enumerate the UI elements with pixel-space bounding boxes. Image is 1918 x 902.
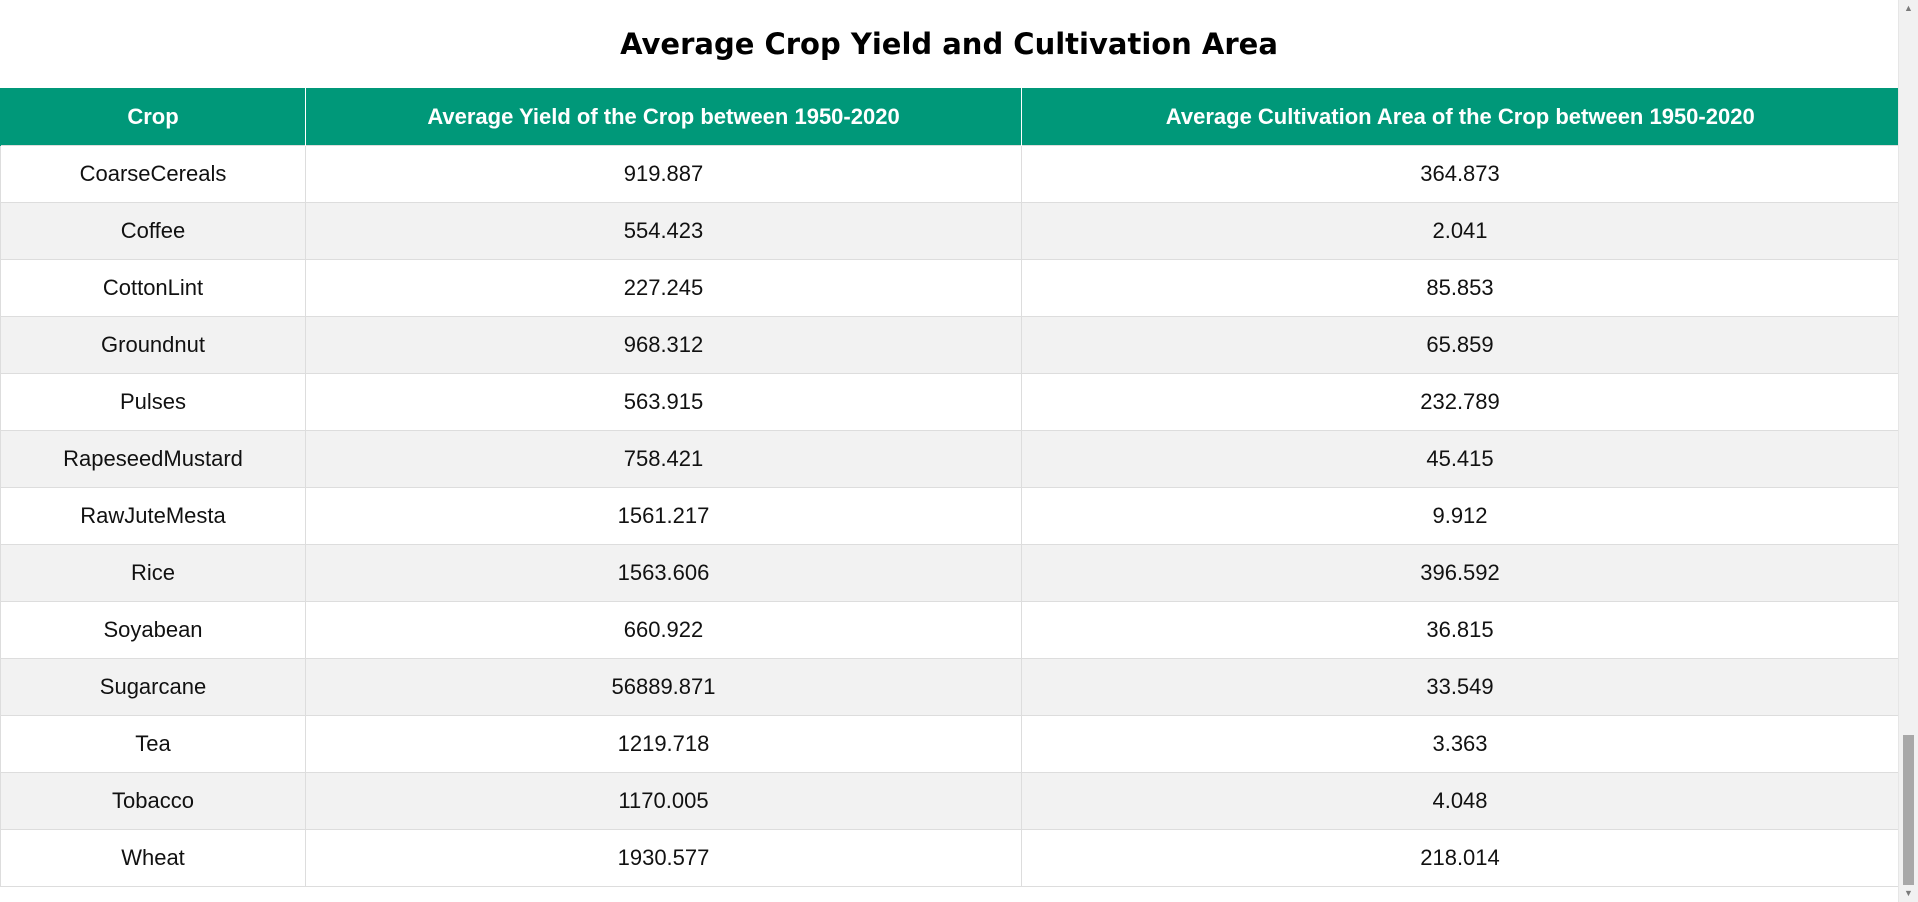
cell-yield: 563.915 xyxy=(305,373,1022,431)
table-header-row: Crop Average Yield of the Crop between 1… xyxy=(0,88,1899,146)
cell-crop: Rice xyxy=(0,544,306,602)
cell-area: 232.789 xyxy=(1021,373,1899,431)
cell-area: 9.912 xyxy=(1021,487,1899,545)
cell-yield: 56889.871 xyxy=(305,658,1022,716)
cell-area: 2.041 xyxy=(1021,202,1899,260)
table-row: Sugarcane 56889.871 33.549 xyxy=(0,658,1899,716)
table-row: Wheat 1930.577 218.014 xyxy=(0,829,1899,887)
vertical-scrollbar[interactable]: ▲ ▼ xyxy=(1898,0,1918,902)
column-header-average-yield: Average Yield of the Crop between 1950-2… xyxy=(305,88,1022,146)
table-row: Soyabean 660.922 36.815 xyxy=(0,601,1899,659)
cell-crop: CoarseCereals xyxy=(0,145,306,203)
table-row: RapeseedMustard 758.421 45.415 xyxy=(0,430,1899,488)
cell-crop: CottonLint xyxy=(0,259,306,317)
cell-area: 218.014 xyxy=(1021,829,1899,887)
column-header-average-area: Average Cultivation Area of the Crop bet… xyxy=(1021,88,1899,146)
table-row: CoarseCereals 919.887 364.873 xyxy=(0,145,1899,203)
table-row: Tea 1219.718 3.363 xyxy=(0,715,1899,773)
cell-area: 396.592 xyxy=(1021,544,1899,602)
scroll-up-arrow-icon[interactable]: ▲ xyxy=(1904,3,1913,13)
cell-yield: 758.421 xyxy=(305,430,1022,488)
cell-yield: 919.887 xyxy=(305,145,1022,203)
cell-crop: Tobacco xyxy=(0,772,306,830)
cell-crop: Groundnut xyxy=(0,316,306,374)
table-row: Tobacco 1170.005 4.048 xyxy=(0,772,1899,830)
cell-area: 364.873 xyxy=(1021,145,1899,203)
column-header-crop: Crop xyxy=(0,88,306,146)
scrollbar-thumb[interactable] xyxy=(1903,735,1914,885)
cell-crop: Wheat xyxy=(0,829,306,887)
cell-crop: RawJuteMesta xyxy=(0,487,306,545)
cell-crop: Coffee xyxy=(0,202,306,260)
table-row: Pulses 563.915 232.789 xyxy=(0,373,1899,431)
cell-yield: 968.312 xyxy=(305,316,1022,374)
cell-area: 33.549 xyxy=(1021,658,1899,716)
table-row: Groundnut 968.312 65.859 xyxy=(0,316,1899,374)
cell-area: 3.363 xyxy=(1021,715,1899,773)
cell-crop: Sugarcane xyxy=(0,658,306,716)
cell-area: 36.815 xyxy=(1021,601,1899,659)
cell-area: 65.859 xyxy=(1021,316,1899,374)
cell-area: 85.853 xyxy=(1021,259,1899,317)
cell-yield: 1170.005 xyxy=(305,772,1022,830)
scroll-down-arrow-icon[interactable]: ▼ xyxy=(1904,888,1913,898)
cell-yield: 1561.217 xyxy=(305,487,1022,545)
cell-yield: 660.922 xyxy=(305,601,1022,659)
table-row: Coffee 554.423 2.041 xyxy=(0,202,1899,260)
crop-table: Crop Average Yield of the Crop between 1… xyxy=(0,88,1899,887)
cell-crop: RapeseedMustard xyxy=(0,430,306,488)
table-row: Rice 1563.606 396.592 xyxy=(0,544,1899,602)
cell-yield: 1563.606 xyxy=(305,544,1022,602)
table-row: CottonLint 227.245 85.853 xyxy=(0,259,1899,317)
cell-yield: 554.423 xyxy=(305,202,1022,260)
cell-area: 45.415 xyxy=(1021,430,1899,488)
cell-crop: Tea xyxy=(0,715,306,773)
table-row: RawJuteMesta 1561.217 9.912 xyxy=(0,487,1899,545)
cell-yield: 1219.718 xyxy=(305,715,1022,773)
cell-area: 4.048 xyxy=(1021,772,1899,830)
cell-crop: Pulses xyxy=(0,373,306,431)
page-title: Average Crop Yield and Cultivation Area xyxy=(620,27,1278,61)
cell-yield: 227.245 xyxy=(305,259,1022,317)
cell-crop: Soyabean xyxy=(0,601,306,659)
cell-yield: 1930.577 xyxy=(305,829,1022,887)
